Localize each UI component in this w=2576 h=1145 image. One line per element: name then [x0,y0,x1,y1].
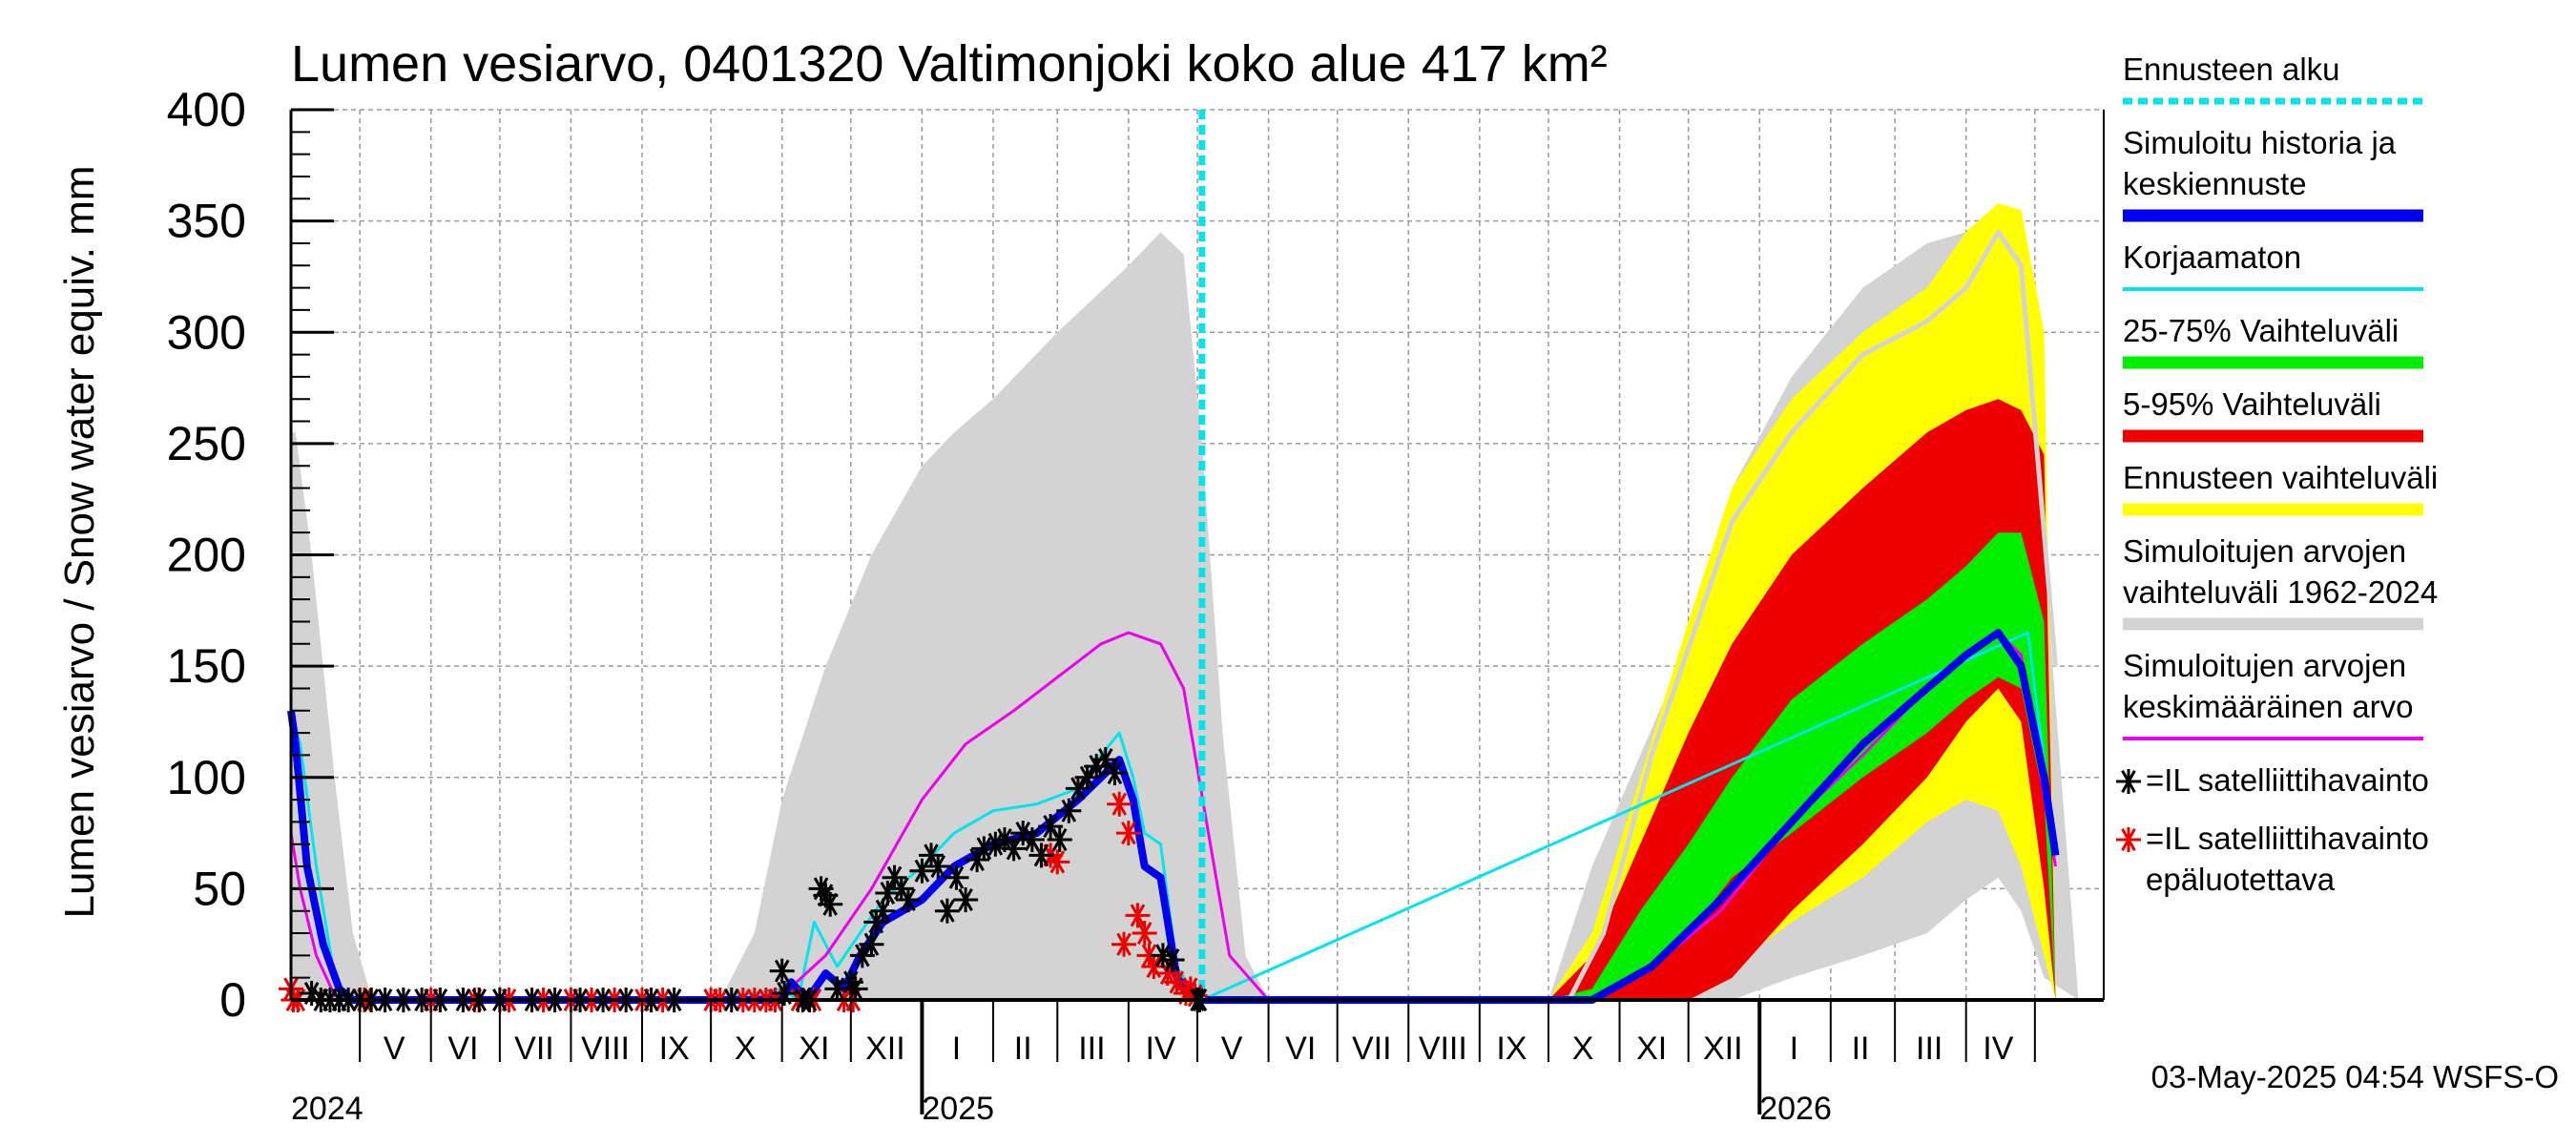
month-label: VII [514,1030,554,1067]
month-label: XI [1636,1030,1667,1067]
y-tick-label: 0 [219,973,246,1027]
legend-label: Simuloitujen arvojen [2123,648,2406,683]
observation-reliable [1074,764,1100,790]
legend: Ennusteen alku Simuloitu historia ja keski… [2116,52,2438,897]
legend-label: keskiennuste [2123,166,2307,201]
legend-label: epäluotettava [2146,862,2336,897]
observation-reliable [971,836,997,862]
observation-reliable [1056,798,1082,823]
month-label: V [1221,1030,1243,1067]
month-label: IV [1145,1030,1175,1067]
observation-reliable [895,887,921,913]
observation-reliable [1159,947,1185,973]
observation-reliable [1028,843,1054,868]
legend-label: Ennusteen vaihteluväli [2123,460,2438,495]
observation-reliable [1047,827,1072,853]
month-label: II [1014,1030,1032,1067]
month-label: II [1852,1030,1870,1067]
observation-unreliable [1115,821,1141,846]
month-label: III [1916,1030,1942,1067]
observation-reliable [925,854,951,880]
legend-marker [2116,769,2141,794]
month-label: IX [659,1030,690,1067]
year-label: 2024 [291,1091,364,1127]
y-tick-label: 300 [167,305,246,359]
observation-reliable [1065,776,1091,802]
month-label: VIII [1419,1030,1467,1067]
observation-reliable [944,864,969,890]
legend-label: Simuloitujen arvojen [2123,533,2406,569]
legend-label: =IL satelliittihavainto [2146,762,2429,798]
month-label: VI [1285,1030,1316,1067]
y-tick-label: 50 [193,862,246,915]
observation-reliable [859,931,884,957]
month-label: IV [1983,1030,2013,1067]
y-tick-label: 350 [167,195,246,248]
year-label: 2026 [1759,1091,1832,1127]
month-label: III [1078,1030,1105,1067]
observation-unreliable [1111,931,1137,957]
observation-reliable [953,887,979,913]
timestamp: 03-May-2025 04:54 WSFS-O [2151,1059,2559,1094]
month-label: X [735,1030,757,1067]
month-label: IX [1496,1030,1527,1067]
y-axis-label: Lumen vesiarvo / Snow water equiv. mm [56,165,103,918]
observation-unreliable [1132,921,1157,947]
month-label: VIII [581,1030,630,1067]
y-tick-label: 100 [167,751,246,804]
legend-label: Simuloitu historia ja [2123,125,2397,160]
line-ennusteen-yl-raja [1567,229,2058,1002]
legend-label: 25-75% Vaihteluväli [2123,313,2399,348]
observation-reliable [934,898,960,924]
legend-marker [2116,827,2141,852]
month-label: XI [799,1030,829,1067]
month-label: V [384,1030,405,1067]
month-label: VII [1352,1030,1392,1067]
month-label: I [952,1030,961,1067]
month-label: XII [865,1030,905,1067]
observation-reliable [818,891,843,917]
legend-label: vaihteluväli 1962-2024 [2123,574,2438,610]
month-label: X [1572,1030,1594,1067]
y-tick-label: 200 [167,529,246,582]
observation-reliable [769,958,795,984]
legend-label: 5-95% Vaihteluväli [2123,386,2381,422]
observation-reliable [842,976,868,1002]
legend-label: Ennusteen alku [2123,52,2340,87]
legend-label: keskimääräinen arvo [2123,689,2413,724]
legend-label: Korjaamaton [2123,239,2301,275]
month-label: I [1790,1030,1798,1067]
legend-label: =IL satelliittihavainto [2146,821,2429,856]
y-tick-label: 150 [167,639,246,693]
y-tick-label: 250 [167,417,246,470]
observation-reliable [875,881,901,906]
chart-title: Lumen vesiarvo, 0401320 Valtimonjoki kok… [291,35,1608,93]
y-tick-label: 400 [167,83,246,136]
month-label: VI [447,1030,478,1067]
month-label: XII [1703,1030,1743,1067]
observation-reliable [1102,760,1128,786]
observation-unreliable [1107,791,1132,817]
year-label: 2025 [922,1091,994,1127]
band-25-75-vaihteluv-li [1548,532,2056,1000]
